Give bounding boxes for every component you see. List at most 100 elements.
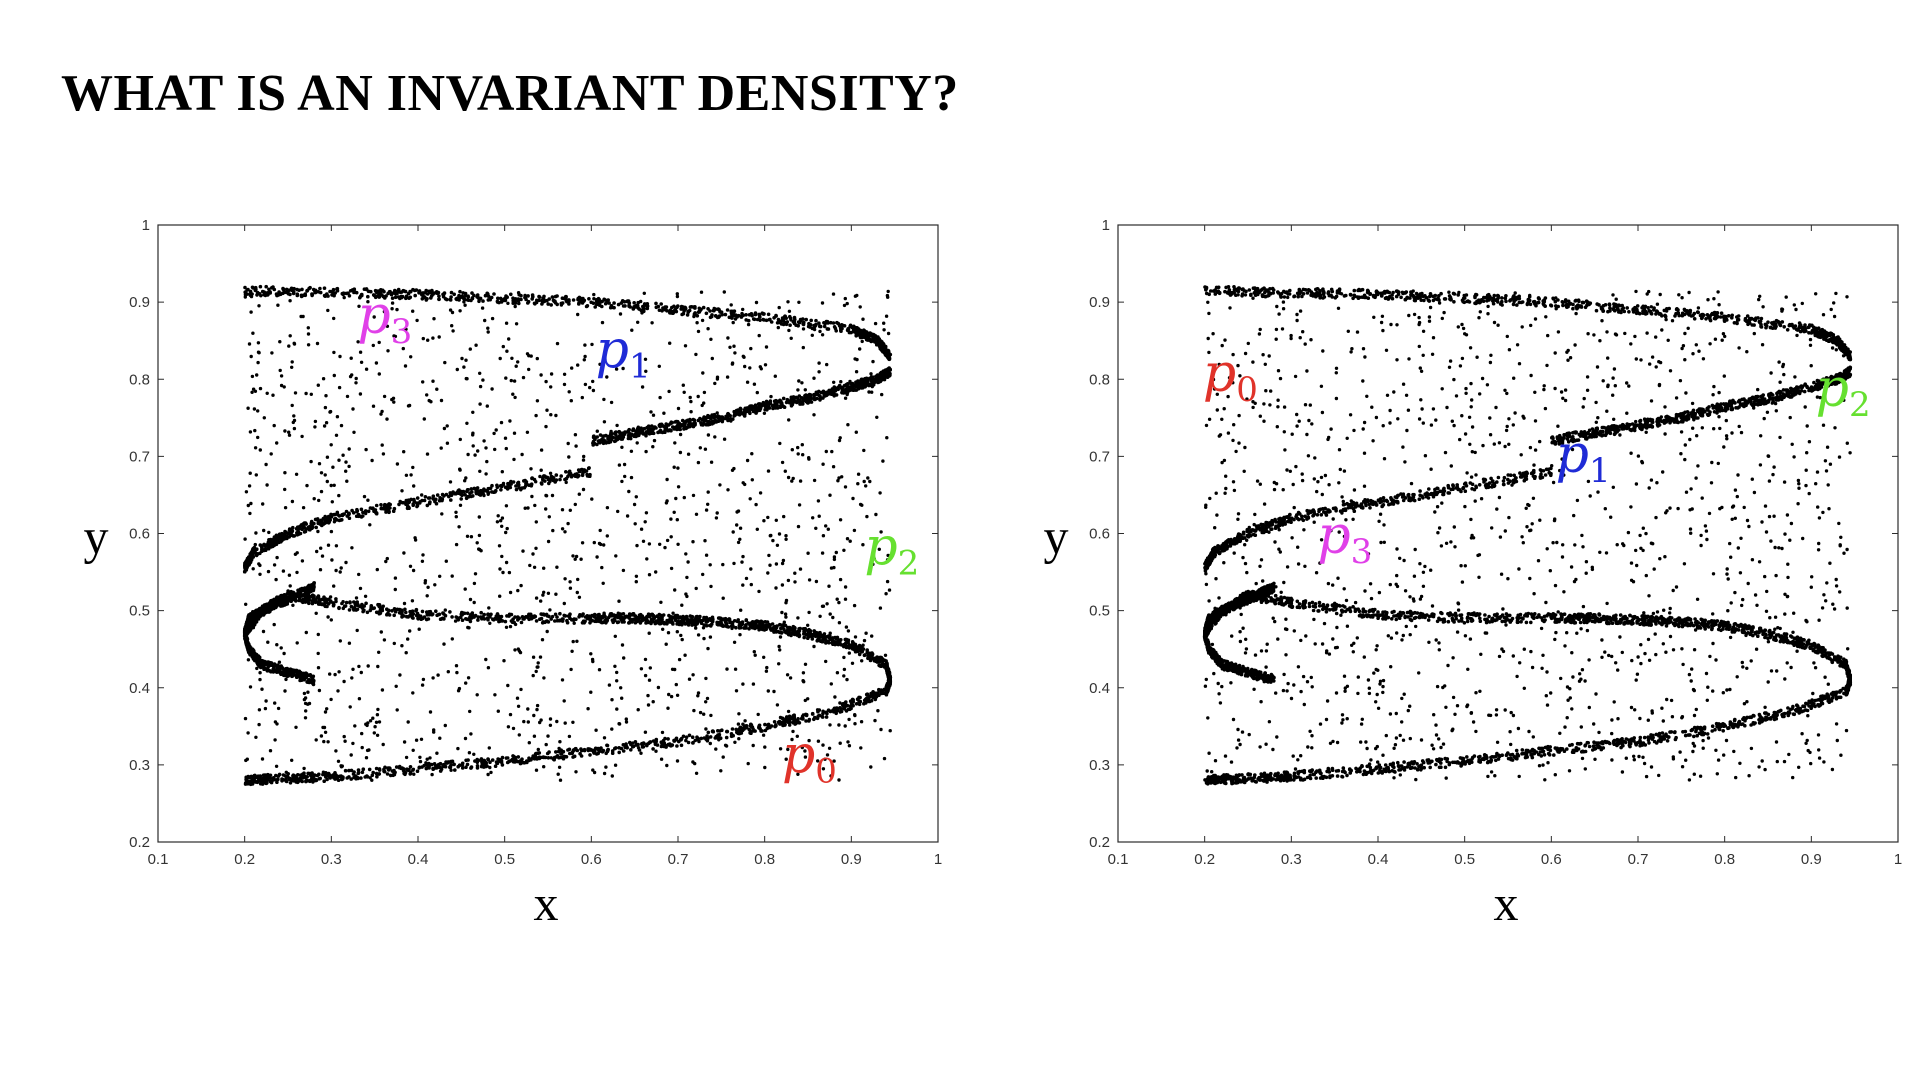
data-point bbox=[543, 299, 547, 303]
data-point bbox=[479, 611, 483, 615]
data-point bbox=[563, 297, 567, 301]
data-point bbox=[588, 614, 592, 618]
data-point bbox=[254, 616, 258, 620]
data-point bbox=[617, 751, 621, 755]
data-point bbox=[435, 291, 439, 295]
data-point bbox=[292, 592, 296, 596]
data-point bbox=[796, 324, 800, 328]
data-point bbox=[605, 744, 609, 748]
data-point bbox=[738, 732, 742, 736]
data-point bbox=[401, 295, 405, 299]
data-point bbox=[631, 745, 635, 749]
data-point bbox=[726, 308, 730, 312]
data-point bbox=[565, 755, 569, 759]
data-point bbox=[247, 561, 251, 565]
data-point bbox=[530, 477, 534, 481]
data-point bbox=[314, 526, 318, 530]
data-point bbox=[512, 760, 516, 764]
data-point bbox=[825, 715, 829, 719]
data-point bbox=[609, 612, 613, 616]
data-point bbox=[555, 478, 559, 482]
data-point bbox=[526, 301, 530, 305]
data-point bbox=[576, 297, 580, 301]
data-point bbox=[244, 626, 248, 630]
data-point bbox=[290, 668, 294, 672]
data-point bbox=[739, 407, 743, 411]
data-point bbox=[334, 600, 338, 604]
data-point bbox=[427, 762, 431, 766]
data-point bbox=[494, 764, 498, 768]
data-point bbox=[725, 622, 729, 626]
data-point bbox=[300, 593, 304, 597]
data-point bbox=[357, 513, 361, 517]
data-point bbox=[688, 734, 692, 738]
data-point bbox=[652, 615, 656, 619]
data-point bbox=[440, 499, 444, 503]
data-point bbox=[762, 312, 766, 316]
data-point bbox=[644, 616, 648, 620]
data-point bbox=[589, 301, 593, 305]
data-point bbox=[761, 318, 765, 322]
data-point bbox=[798, 628, 802, 632]
data-point bbox=[407, 501, 411, 505]
data-point bbox=[599, 746, 603, 750]
data-point bbox=[681, 307, 685, 311]
data-point bbox=[302, 589, 306, 593]
data-point bbox=[652, 432, 656, 436]
data-point bbox=[290, 287, 294, 291]
data-point bbox=[747, 319, 751, 323]
data-point bbox=[696, 618, 700, 622]
data-point bbox=[835, 706, 839, 710]
data-point bbox=[778, 631, 782, 635]
data-point bbox=[758, 314, 762, 318]
data-point bbox=[568, 614, 572, 618]
data-point bbox=[579, 747, 583, 751]
data-point bbox=[808, 718, 812, 722]
data-point bbox=[396, 608, 400, 612]
data-point bbox=[801, 402, 805, 406]
data-point bbox=[800, 717, 804, 721]
data-point bbox=[431, 767, 435, 771]
data-point bbox=[279, 604, 283, 608]
data-point bbox=[858, 703, 862, 707]
data-point bbox=[517, 299, 521, 303]
data-point bbox=[334, 517, 338, 521]
data-point bbox=[863, 329, 867, 333]
data-point bbox=[632, 301, 636, 305]
data-point bbox=[668, 311, 672, 315]
data-point bbox=[655, 615, 659, 619]
data-point bbox=[595, 443, 599, 447]
data-point bbox=[682, 424, 686, 428]
data-point bbox=[834, 710, 838, 714]
data-point bbox=[814, 319, 818, 323]
data-point bbox=[347, 769, 351, 773]
data-point bbox=[439, 762, 443, 766]
data-point bbox=[851, 704, 855, 708]
data-point bbox=[794, 630, 798, 634]
data-point bbox=[452, 293, 456, 297]
data-point bbox=[482, 613, 486, 617]
data-point bbox=[459, 497, 463, 501]
data-point bbox=[256, 780, 260, 784]
data-point bbox=[587, 297, 591, 301]
data-point bbox=[645, 305, 649, 309]
data-point bbox=[654, 302, 658, 306]
data-point bbox=[598, 303, 602, 307]
data-point bbox=[814, 716, 818, 720]
data-point bbox=[699, 308, 703, 312]
data-point bbox=[276, 602, 280, 606]
data-point bbox=[832, 392, 836, 396]
data-point bbox=[819, 325, 823, 329]
data-point bbox=[560, 756, 564, 760]
y-axis-label: y bbox=[84, 509, 109, 565]
data-point bbox=[804, 318, 808, 322]
data-point bbox=[804, 719, 808, 723]
data-point bbox=[521, 615, 525, 619]
data-point bbox=[764, 405, 768, 409]
data-point bbox=[687, 741, 691, 745]
data-point bbox=[862, 702, 866, 706]
data-point bbox=[768, 318, 772, 322]
data-point bbox=[386, 766, 390, 770]
data-point bbox=[253, 549, 257, 553]
data-point bbox=[278, 667, 282, 671]
